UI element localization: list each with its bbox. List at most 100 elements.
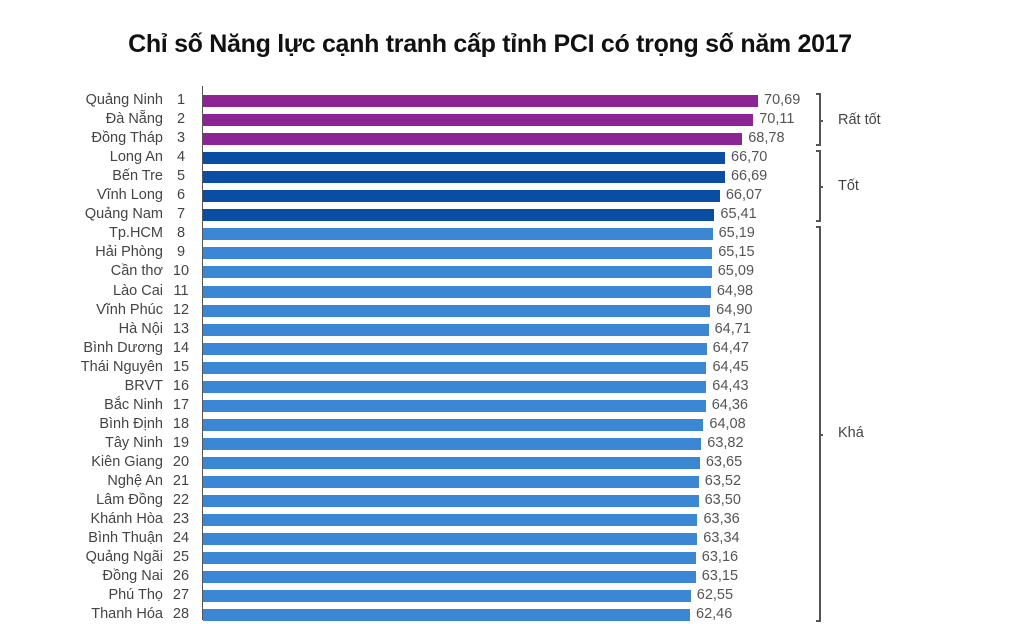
group-bracket xyxy=(816,226,823,623)
rank-label: 7 xyxy=(176,206,186,223)
rank-label: 21 xyxy=(172,473,190,489)
bar-row: Vĩnh Long 6 66,07 xyxy=(0,186,1024,205)
rank-label: 26 xyxy=(172,568,190,585)
bar xyxy=(203,152,726,165)
rank-label: 10 xyxy=(172,263,190,280)
value-label: 68,78 xyxy=(748,130,785,147)
value-label: 62,55 xyxy=(696,587,734,604)
value-label: 63,34 xyxy=(703,530,740,547)
group-label: Khá xyxy=(838,425,864,441)
bar-row: Bến Tre 5 66,69 xyxy=(0,167,1024,186)
rank-label: 28 xyxy=(172,606,190,623)
bar-row: Kiên Giang 20 63,65 xyxy=(0,453,1024,472)
province-label: Tp.HCM xyxy=(109,225,163,242)
rank-label: 1 xyxy=(176,92,186,108)
rank-label: 19 xyxy=(172,434,190,451)
value-label: 65,19 xyxy=(718,225,755,242)
value-label: 65,41 xyxy=(720,206,757,223)
rank-label: 13 xyxy=(172,320,190,337)
province-label: Lào Cai xyxy=(113,282,163,299)
province-label: Phú Thọ xyxy=(108,587,163,604)
rank-label: 17 xyxy=(172,396,190,413)
value-label: 64,71 xyxy=(714,320,751,337)
province-label: Hải Phòng xyxy=(95,244,163,261)
group-label: Tốt xyxy=(838,178,859,195)
bar-row: Nghệ An 21 63,52 xyxy=(0,472,1024,491)
bar-row: Thái Nguyên 15 64,45 xyxy=(0,358,1024,377)
province-label: Thái Nguyên xyxy=(80,358,163,375)
value-label: 64,43 xyxy=(712,377,749,394)
rank-label: 18 xyxy=(172,415,190,432)
bar-row: Đà Nẵng 2 70,11 xyxy=(0,110,1024,129)
bar xyxy=(203,399,706,412)
bar xyxy=(203,609,691,622)
rank-label: 5 xyxy=(176,168,186,185)
province-label: Đồng Tháp xyxy=(91,130,163,147)
value-label: 62,46 xyxy=(696,606,733,623)
value-label: 65,09 xyxy=(717,263,755,280)
value-label: 66,69 xyxy=(730,168,768,185)
bar xyxy=(203,342,707,355)
bar xyxy=(203,571,696,584)
bar-row: Tp.HCM 8 65,19 xyxy=(0,224,1024,243)
province-label: Long An xyxy=(109,149,163,166)
bar xyxy=(203,590,691,603)
province-label: Quảng Ninh xyxy=(85,92,163,108)
bar xyxy=(203,304,711,317)
rank-label: 14 xyxy=(172,339,190,356)
bar xyxy=(203,514,698,527)
group-bracket xyxy=(816,93,823,147)
bar xyxy=(203,476,699,488)
bar xyxy=(203,552,696,565)
bar-row: Phú Thọ 27 62,55 xyxy=(0,586,1024,605)
value-label: 64,47 xyxy=(712,339,749,356)
province-label: Tây Ninh xyxy=(104,434,163,451)
province-label: Kiên Giang xyxy=(91,453,163,470)
rank-label: 25 xyxy=(172,549,190,566)
province-label: Bình Định xyxy=(99,415,163,432)
value-label: 64,08 xyxy=(709,415,746,432)
bar-row: Hải Phòng 9 65,15 xyxy=(0,243,1024,262)
province-label: Vĩnh Phúc xyxy=(96,301,163,318)
province-label: Đồng Nai xyxy=(102,568,163,585)
value-label: 70,11 xyxy=(759,111,795,128)
bar-row: Tây Ninh 19 63,82 xyxy=(0,434,1024,453)
rank-label: 27 xyxy=(172,587,190,604)
bar xyxy=(203,285,711,298)
value-label: 63,16 xyxy=(701,549,739,566)
rank-label: 9 xyxy=(176,244,186,261)
bar-row: Đồng Nai 26 63,15 xyxy=(0,567,1024,586)
bar-row: Quảng Nam 7 65,41 xyxy=(0,205,1024,224)
province-label: Bắc Ninh xyxy=(104,396,163,413)
rank-label: 4 xyxy=(176,149,186,166)
province-label: Quảng Ngãi xyxy=(85,549,163,566)
rank-label: 23 xyxy=(172,511,190,528)
value-label: 63,65 xyxy=(705,453,743,470)
bar xyxy=(203,247,713,260)
bar xyxy=(203,190,720,203)
value-label: 63,50 xyxy=(704,492,741,509)
rank-label: 24 xyxy=(172,530,190,547)
province-label: Khánh Hòa xyxy=(90,511,163,528)
bar xyxy=(203,361,707,374)
bar-row: BRVT 16 64,43 xyxy=(0,377,1024,396)
bar xyxy=(203,133,743,146)
y-axis-line xyxy=(202,86,203,620)
bar xyxy=(203,380,707,393)
province-label: Vĩnh Long xyxy=(96,187,163,204)
bar xyxy=(203,266,712,279)
rank-label: 6 xyxy=(176,187,186,204)
group-label: Rất tốt xyxy=(838,111,881,128)
province-label: Lâm Đồng xyxy=(96,492,163,509)
chart-title: Chỉ số Năng lực cạnh tranh cấp tỉnh PCI … xyxy=(128,30,852,58)
rank-label: 20 xyxy=(172,453,190,470)
bar xyxy=(203,456,700,469)
province-label: Cần thơ xyxy=(110,263,163,280)
bar xyxy=(203,495,699,508)
bar-row: Vĩnh Phúc 12 64,90 xyxy=(0,301,1024,320)
value-label: 63,82 xyxy=(707,434,744,451)
rank-label: 11 xyxy=(173,282,189,299)
rank-label: 15 xyxy=(172,358,190,375)
bar-row: Thanh Hóa 28 62,46 xyxy=(0,605,1024,624)
